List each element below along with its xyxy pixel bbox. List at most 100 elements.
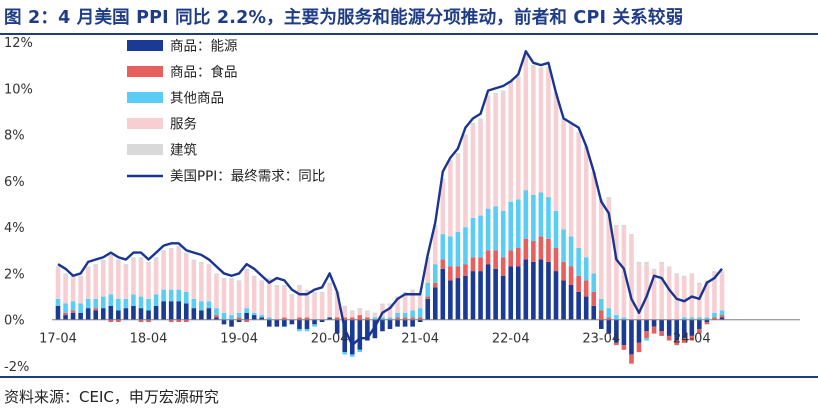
bar-food bbox=[334, 317, 340, 320]
bar-other-goods bbox=[176, 289, 182, 302]
bar-energy bbox=[229, 319, 234, 327]
bar-food bbox=[116, 319, 121, 323]
bar-energy bbox=[236, 319, 242, 323]
bar-other-goods bbox=[266, 317, 272, 320]
bar-services bbox=[387, 305, 393, 318]
bar-other-goods bbox=[161, 289, 166, 302]
bar-construction bbox=[681, 275, 687, 279]
bar-energy bbox=[183, 303, 189, 320]
bar-services bbox=[342, 308, 348, 318]
bar-other-goods bbox=[719, 310, 725, 316]
bar-food bbox=[553, 247, 559, 272]
bar-food bbox=[636, 342, 642, 353]
bar-construction bbox=[183, 252, 189, 255]
bar-services bbox=[629, 236, 634, 320]
bar-construction bbox=[138, 257, 144, 260]
bar-construction bbox=[297, 285, 302, 288]
bar-services bbox=[229, 280, 234, 316]
bar-energy bbox=[583, 296, 589, 320]
bar-food bbox=[282, 317, 287, 320]
bar-other-goods bbox=[259, 315, 265, 318]
bar-services bbox=[274, 287, 280, 320]
bar-other-goods bbox=[100, 296, 106, 309]
bar-energy bbox=[598, 319, 604, 329]
bar-services bbox=[704, 282, 710, 318]
legend-label-ppi: 美国PPI：最终需求：同比 bbox=[170, 169, 325, 185]
bar-energy bbox=[395, 319, 400, 327]
bar-food bbox=[644, 331, 649, 339]
source-note: 资料来源：CEIC，申万宏源研究 bbox=[4, 388, 219, 406]
bar-construction bbox=[712, 271, 717, 274]
bar-food bbox=[568, 266, 574, 285]
bar-construction bbox=[123, 264, 129, 267]
bar-other-goods bbox=[485, 208, 491, 251]
bar-energy bbox=[131, 305, 136, 320]
bar-other-goods bbox=[523, 190, 529, 239]
bar-services bbox=[100, 261, 106, 297]
bar-other-goods bbox=[417, 308, 423, 318]
bar-food bbox=[304, 317, 310, 320]
bar-construction bbox=[538, 67, 544, 70]
bar-services bbox=[531, 67, 536, 195]
bar-construction bbox=[259, 280, 265, 283]
bar-other-goods bbox=[583, 257, 589, 281]
x-tick-label: 17-04 bbox=[39, 332, 77, 347]
bar-food bbox=[146, 319, 151, 323]
bar-construction bbox=[146, 261, 151, 265]
bar-food bbox=[176, 319, 182, 323]
bar-services bbox=[108, 257, 114, 295]
bar-energy bbox=[334, 319, 340, 334]
bar-services bbox=[712, 273, 717, 313]
bar-other-goods bbox=[244, 308, 249, 313]
bar-energy bbox=[297, 319, 302, 329]
bar-construction bbox=[614, 224, 619, 228]
bar-other-goods bbox=[183, 291, 189, 304]
bar-construction bbox=[470, 123, 476, 126]
bar-services bbox=[327, 285, 332, 318]
bar-other-goods bbox=[402, 312, 408, 318]
bar-other-goods bbox=[214, 308, 219, 316]
bar-construction bbox=[282, 285, 287, 288]
bar-food bbox=[236, 317, 242, 320]
bar-food bbox=[523, 238, 529, 260]
y-tick-label: 10% bbox=[4, 82, 33, 97]
bar-other-goods bbox=[55, 298, 61, 306]
bar-energy bbox=[614, 319, 619, 343]
bar-services bbox=[697, 285, 702, 318]
bar-energy bbox=[531, 261, 536, 320]
bar-services bbox=[425, 259, 431, 283]
bar-energy bbox=[153, 305, 159, 320]
bar-services bbox=[78, 278, 83, 304]
bar-construction bbox=[342, 305, 348, 309]
bar-construction bbox=[229, 278, 234, 281]
bar-energy bbox=[319, 319, 325, 323]
bar-energy bbox=[221, 319, 227, 325]
bar-construction bbox=[161, 250, 166, 253]
bar-services bbox=[319, 294, 325, 320]
bar-other-goods bbox=[199, 301, 204, 311]
bar-services bbox=[470, 125, 476, 218]
bar-food bbox=[719, 315, 725, 318]
x-tick-label: 18-04 bbox=[130, 332, 168, 347]
y-tick-label: 6% bbox=[4, 175, 25, 190]
bar-services bbox=[146, 264, 151, 299]
bar-construction bbox=[176, 245, 182, 248]
bar-services bbox=[576, 134, 581, 248]
bar-services bbox=[583, 148, 589, 258]
chart-title: 图 2：4 月美国 PPI 同比 2.2%，主要为服务和能源分项推动，前者和 C… bbox=[4, 8, 684, 28]
bar-services bbox=[614, 227, 619, 316]
bar-energy bbox=[349, 319, 355, 355]
bar-food bbox=[168, 319, 174, 323]
bar-food bbox=[70, 310, 76, 313]
bar-other-goods bbox=[598, 298, 604, 311]
bar-energy bbox=[704, 319, 710, 323]
bar-other-goods bbox=[425, 282, 431, 297]
bar-construction bbox=[93, 264, 99, 267]
bar-services bbox=[402, 294, 408, 313]
bar-other-goods bbox=[515, 199, 521, 248]
y-tick-label: -2% bbox=[4, 360, 29, 375]
bar-services bbox=[538, 69, 544, 193]
bar-other-goods bbox=[304, 328, 310, 332]
bar-energy bbox=[508, 266, 514, 320]
bar-food bbox=[561, 261, 566, 281]
